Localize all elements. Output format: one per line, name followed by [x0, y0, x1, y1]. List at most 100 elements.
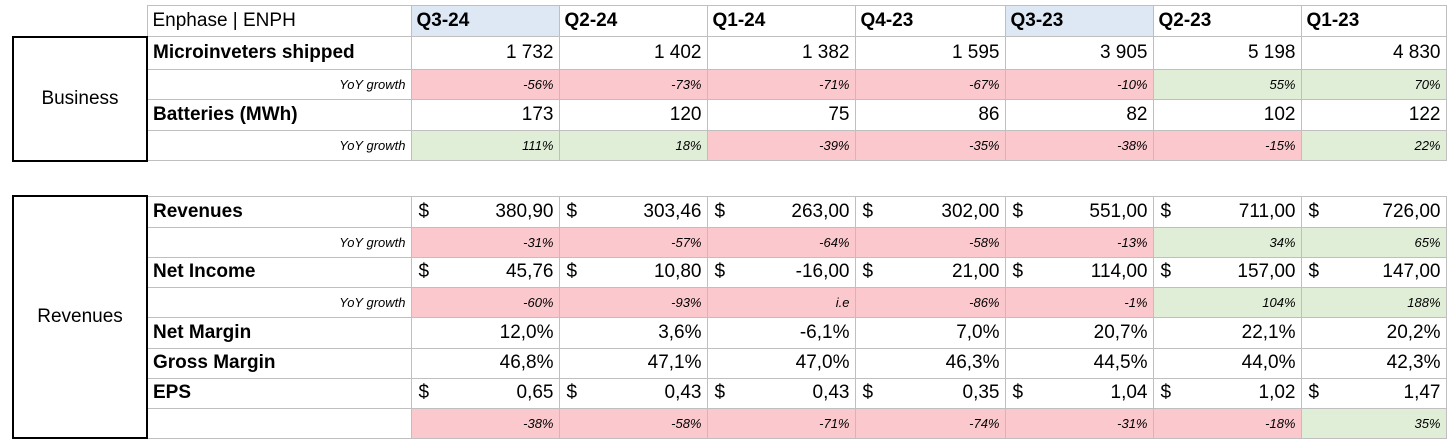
- growth-cell: 104%: [1152, 286, 1302, 318]
- currency-value: 45,76: [505, 261, 554, 282]
- value-cell: 1 595: [854, 36, 1006, 70]
- currency-value: 114,00: [1090, 261, 1148, 282]
- section-label-revenues: Revenues: [12, 195, 148, 439]
- currency-cell: $1,47: [1300, 377, 1447, 409]
- growth-cell: -74%: [854, 407, 1006, 439]
- growth-label: YoY growth: [146, 69, 412, 100]
- growth-cell: -35%: [854, 130, 1006, 161]
- currency-value: 1,04: [1110, 382, 1148, 403]
- value-cell: 1 732: [410, 36, 560, 70]
- currency-symbol: $: [862, 200, 874, 222]
- growth-cell: 34%: [1152, 226, 1302, 258]
- value-cell: 3,6%: [558, 316, 708, 349]
- value-cell: 44,5%: [1004, 347, 1154, 379]
- currency-symbol: $: [714, 382, 726, 403]
- growth-cell: -71%: [706, 69, 856, 100]
- quarter-header: Q4-23: [854, 5, 1006, 37]
- quarter-header: Q2-23: [1152, 5, 1302, 37]
- metric-label: Net Income: [146, 256, 412, 288]
- growth-cell: -13%: [1004, 226, 1154, 258]
- currency-value: 302,00: [941, 200, 1000, 222]
- growth-row: YoY growth -60% -93% i.e -86% -1% 104% 1…: [13, 286, 1447, 318]
- currency-value: 10,80: [653, 261, 702, 282]
- table-row: Gross Margin 46,8% 47,1% 47,0% 46,3% 44,…: [13, 347, 1447, 379]
- growth-cell: -58%: [558, 407, 708, 439]
- growth-cell: -67%: [854, 69, 1006, 100]
- currency-value: 1,47: [1403, 382, 1441, 403]
- table-row: Batteries (MWh) 173 120 75 86 82 102 122: [13, 99, 1447, 131]
- currency-value: 0,35: [962, 382, 1000, 403]
- value-cell: 86: [854, 99, 1006, 131]
- growth-cell: -38%: [1004, 130, 1154, 161]
- currency-symbol: $: [418, 382, 430, 403]
- value-cell: 1 382: [706, 36, 856, 70]
- currency-cell: $21,00: [854, 256, 1006, 288]
- growth-cell: -60%: [410, 286, 560, 318]
- currency-value: -16,00: [795, 261, 850, 282]
- value-cell: 3 905: [1004, 36, 1154, 70]
- value-cell: -6,1%: [706, 316, 856, 349]
- corner-cell: [13, 5, 148, 37]
- metric-label: EPS: [146, 377, 412, 409]
- growth-row: -38% -58% -71% -74% -31% -18% 35%: [13, 407, 1447, 439]
- currency-cell: $0,35: [854, 377, 1006, 409]
- quarter-header: Q1-23: [1300, 5, 1447, 37]
- metric-label: Gross Margin: [146, 347, 412, 379]
- growth-row: YoY growth -31% -57% -64% -58% -13% 34% …: [13, 226, 1447, 258]
- currency-symbol: $: [418, 200, 430, 222]
- currency-cell: $157,00: [1152, 256, 1302, 288]
- value-cell: 5 198: [1152, 36, 1302, 70]
- value-cell: 4 830: [1300, 36, 1447, 70]
- value-cell: 82: [1004, 99, 1154, 131]
- value-cell: 122: [1300, 99, 1447, 131]
- growth-cell: -31%: [410, 226, 560, 258]
- currency-value: 0,43: [664, 382, 702, 403]
- growth-cell: -1%: [1004, 286, 1154, 318]
- value-cell: 22,1%: [1152, 316, 1302, 349]
- quarter-header: Q3-23: [1004, 5, 1154, 37]
- quarter-header: Q2-24: [558, 5, 708, 37]
- growth-cell: 70%: [1300, 69, 1447, 100]
- currency-symbol: $: [566, 200, 578, 222]
- currency-cell: $114,00: [1004, 256, 1154, 288]
- value-cell: 7,0%: [854, 316, 1006, 349]
- value-cell: 42,3%: [1300, 347, 1447, 379]
- growth-cell: i.e: [706, 286, 856, 318]
- currency-value: 157,00: [1237, 261, 1296, 282]
- value-cell: 1 402: [558, 36, 708, 70]
- growth-cell: -38%: [410, 407, 560, 439]
- currency-cell: $ -16,00: [706, 256, 856, 288]
- quarter-header: Q1-24: [706, 5, 856, 37]
- growth-row: YoY growth -56% -73% -71% -67% -10% 55% …: [13, 69, 1447, 100]
- value-cell: 20,2%: [1300, 316, 1447, 349]
- sheet-title: Enphase | ENPH: [146, 5, 412, 37]
- section-label-business: Business: [12, 35, 148, 162]
- currency-symbol: $: [566, 382, 578, 403]
- currency-symbol: $: [714, 261, 726, 282]
- growth-cell: 55%: [1152, 69, 1302, 100]
- currency-symbol: $: [1160, 382, 1172, 403]
- growth-label: YoY growth: [146, 286, 412, 318]
- currency-symbol: $: [1308, 382, 1320, 403]
- currency-symbol: $: [1308, 261, 1320, 282]
- metric-label: Revenues: [146, 195, 412, 228]
- currency-symbol: $: [1012, 261, 1024, 282]
- table-row: Net Margin 12,0% 3,6% -6,1% 7,0% 20,7% 2…: [13, 316, 1447, 349]
- growth-cell: 188%: [1300, 286, 1447, 318]
- currency-cell: $0,65: [410, 377, 560, 409]
- currency-cell: $551,00: [1004, 195, 1154, 228]
- currency-cell: $263,00: [706, 195, 856, 228]
- currency-value: 0,43: [812, 382, 850, 403]
- growth-cell: -56%: [410, 69, 560, 100]
- value-cell: 102: [1152, 99, 1302, 131]
- table-row: EPS $0,65 $0,43 $0,43 $0,35 $1,04 $1,02 …: [13, 377, 1447, 409]
- currency-symbol: $: [418, 261, 430, 282]
- growth-cell: 35%: [1300, 407, 1447, 439]
- growth-label: YoY growth: [146, 130, 412, 161]
- table-row: Revenues Revenues $380,90 $303,46 $263,0…: [12, 195, 1447, 439]
- currency-symbol: $: [1308, 200, 1320, 222]
- currency-symbol: $: [862, 261, 874, 282]
- currency-value: 263,00: [791, 200, 850, 222]
- value-cell: 44,0%: [1152, 347, 1302, 379]
- currency-cell: $303,46: [558, 195, 708, 228]
